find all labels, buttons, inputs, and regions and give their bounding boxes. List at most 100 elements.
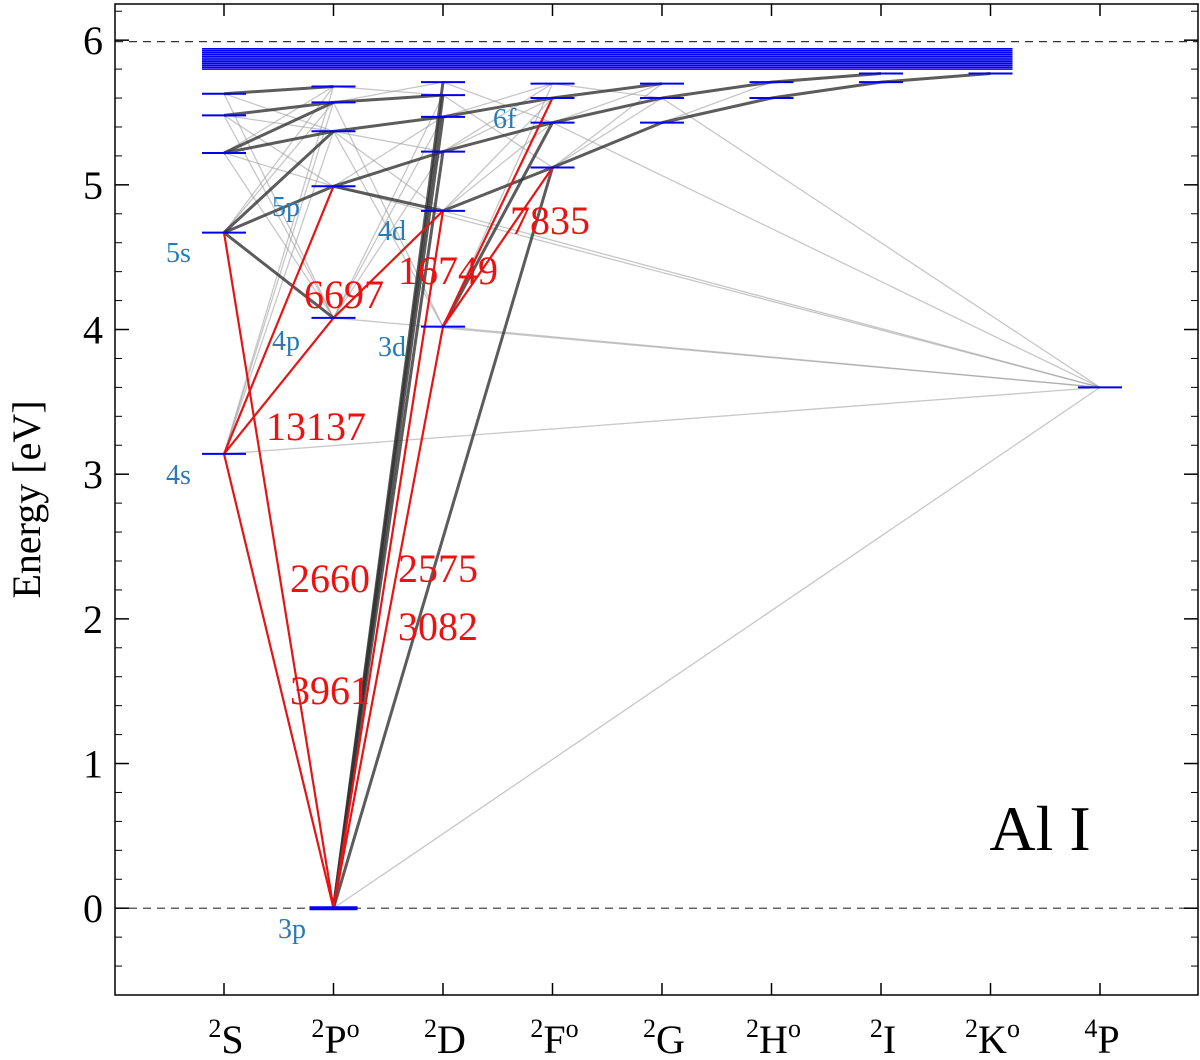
faint-transition <box>223 102 335 455</box>
faint-transition <box>223 152 334 187</box>
continuum-band <box>202 48 1013 70</box>
faint-transition <box>223 114 334 187</box>
faint-transition <box>442 210 1101 389</box>
term-label: 2S <box>208 1014 243 1060</box>
wavelength-label: 2575 <box>398 546 478 591</box>
faint-transition <box>552 97 663 169</box>
wavelength-label: 16749 <box>398 248 498 293</box>
red-transition <box>332 210 444 319</box>
faint-transition <box>442 81 553 124</box>
dark-transition <box>222 130 335 234</box>
faint-transition <box>333 185 1101 389</box>
faint-transition <box>223 131 335 455</box>
level-label: 5p <box>272 192 300 223</box>
faint-transition <box>223 85 334 154</box>
faint-transition <box>661 97 1101 388</box>
term-label: 2Fo <box>530 1014 578 1060</box>
y-tick-label: 3 <box>83 452 103 497</box>
faint-transition <box>333 386 1101 909</box>
faint-transition <box>442 82 553 118</box>
faint-transition <box>333 130 444 212</box>
level-label: 4s <box>166 460 191 491</box>
dark-transition <box>442 96 553 119</box>
red-transition <box>222 185 335 455</box>
dark-transition <box>333 93 444 104</box>
faint-transition <box>442 83 553 153</box>
y-tick-label: 6 <box>83 18 103 63</box>
species-label: Al I <box>989 793 1090 864</box>
dark-transition <box>223 184 335 234</box>
y-tick-label: 0 <box>83 886 103 931</box>
dark-transition <box>223 101 335 155</box>
dark-transition <box>223 231 335 320</box>
y-tick-label: 2 <box>83 597 103 642</box>
dark-transition <box>223 100 334 117</box>
dark-transition <box>332 167 554 909</box>
faint-transition <box>223 101 334 233</box>
term-label: 2Ko <box>965 1014 1020 1060</box>
term-label: 2I <box>870 1014 896 1060</box>
dark-transition <box>661 80 772 100</box>
dark-transition <box>332 81 445 909</box>
faint-transition <box>223 114 334 132</box>
red-transition <box>222 232 335 909</box>
reference-lines <box>115 41 1198 909</box>
level-label: 4p <box>272 326 300 357</box>
wavelength-label: 3082 <box>398 604 478 649</box>
level-label: 3p <box>278 914 306 945</box>
faint-transition <box>442 97 553 153</box>
red-transition <box>223 317 335 455</box>
dark-transition <box>552 82 663 100</box>
faint-transition <box>332 130 444 327</box>
faint-transition <box>223 152 335 319</box>
level-label: 5s <box>166 238 191 269</box>
wavelength-label: 7835 <box>510 198 590 243</box>
term-label: 2G <box>643 1014 685 1060</box>
wavelength-label: 6697 <box>304 272 384 317</box>
y-tick-label: 5 <box>83 163 103 208</box>
dark-transition <box>552 96 663 125</box>
level-label: 6f <box>493 104 517 135</box>
faint-transition <box>223 93 335 319</box>
dark-transition <box>551 121 663 169</box>
wavelength-label: 13137 <box>266 404 366 449</box>
dark-transition <box>442 166 554 213</box>
dark-transition <box>880 71 991 84</box>
faint-transition <box>442 97 553 212</box>
dark-transition <box>771 80 882 100</box>
dark-transition <box>223 84 334 96</box>
faint-transition <box>332 151 444 319</box>
faint-transition <box>332 94 444 319</box>
axes: 0 1 2 3 4 5 6 2S 2Po 2D 2Fo 2G 2Ho 2I 2Ko 4P Energy [eV] <box>4 4 1198 1060</box>
red-transition <box>442 97 554 328</box>
faint-transition <box>333 317 1101 389</box>
term-label: 2D <box>424 1014 466 1060</box>
wavelength-label: 2660 <box>290 556 370 601</box>
faint-transition <box>332 116 444 319</box>
red-transition <box>222 453 335 909</box>
highlighted-transitions <box>222 97 554 909</box>
y-tick-label: 4 <box>83 308 103 353</box>
y-tick-label: 1 <box>83 742 103 787</box>
faint-transition <box>661 81 772 124</box>
faint-transition <box>223 93 334 132</box>
faint-transition <box>552 82 663 124</box>
dark-transition <box>223 129 334 155</box>
dark-transition <box>333 184 444 213</box>
faint-transition <box>332 102 444 327</box>
level-label: 3d <box>378 332 406 363</box>
faint-transition <box>333 85 444 96</box>
y-axis-title: Energy [eV] <box>4 400 49 598</box>
red-transition <box>442 166 554 328</box>
plot-frame <box>114 3 1199 996</box>
dark-transition <box>333 150 444 188</box>
level-label: 4d <box>378 216 406 247</box>
red-transition <box>332 326 445 909</box>
faint-transition <box>223 386 1101 455</box>
dark-transition <box>333 115 444 133</box>
dark-transition <box>771 71 882 84</box>
dark-transition <box>661 96 772 125</box>
wavelength-label: 3961 <box>290 668 370 713</box>
dark-transition <box>442 121 553 154</box>
